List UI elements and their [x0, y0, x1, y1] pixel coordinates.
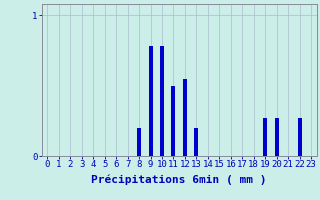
Bar [263, 118, 267, 156]
Bar [160, 46, 164, 156]
Bar [183, 79, 187, 156]
Bar [148, 46, 153, 156]
Bar [298, 118, 302, 156]
Bar [137, 128, 141, 156]
Bar [275, 118, 279, 156]
Bar [194, 128, 198, 156]
X-axis label: Précipitations 6min ( mm ): Précipitations 6min ( mm ) [92, 175, 267, 185]
Bar [172, 86, 175, 156]
